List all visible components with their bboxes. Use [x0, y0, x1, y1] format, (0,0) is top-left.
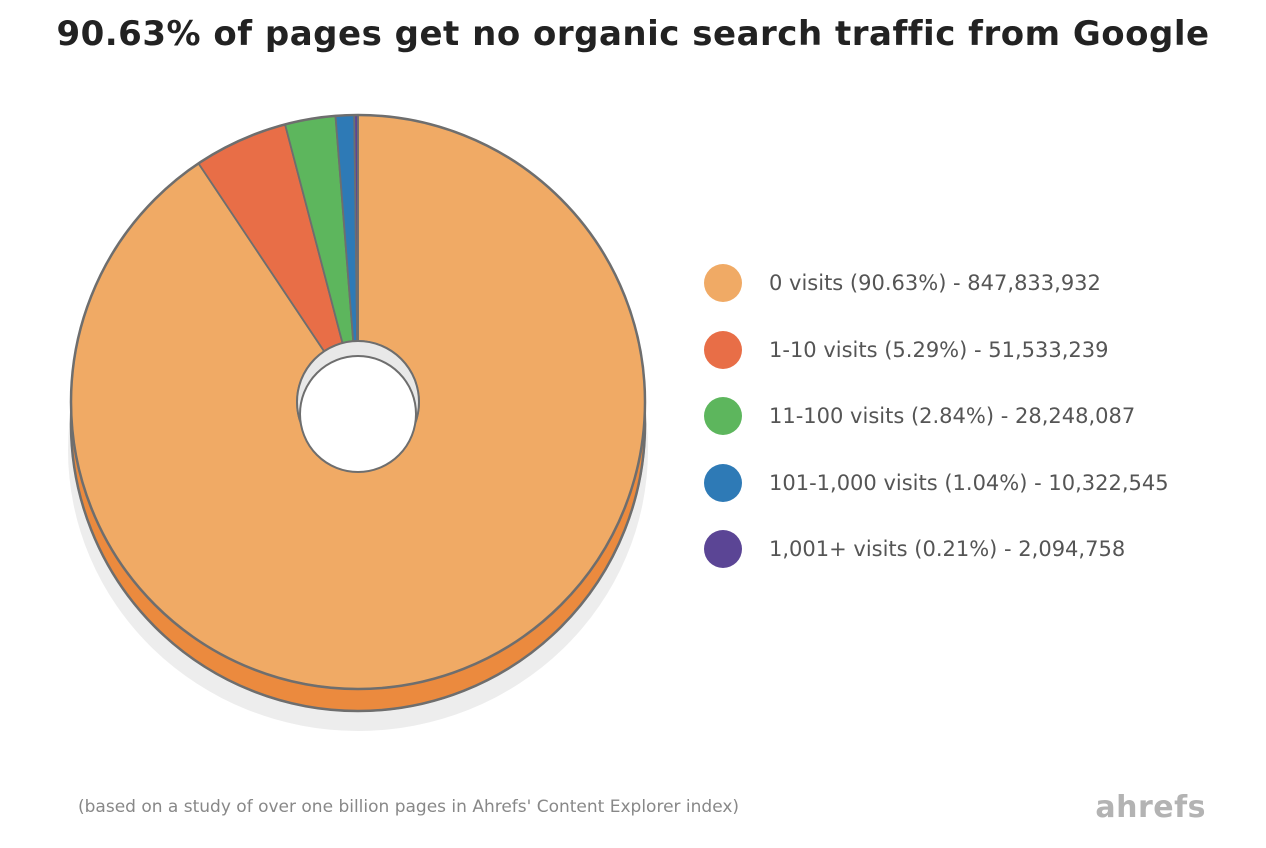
legend-swatch [704, 264, 742, 303]
legend: 0 visits (90.63%) - 847,833,932 1-10 visi… [704, 250, 1169, 583]
pie-hole [299, 355, 417, 473]
legend-item: 11-100 visits (2.84%) - 28,248,087 [704, 383, 1169, 450]
legend-item: 1,001+ visits (0.21%) - 2,094,758 [704, 516, 1169, 583]
brand-logo: ahrefs [1095, 790, 1206, 825]
pie-top-outline [69, 113, 647, 691]
legend-item: 1-10 visits (5.29%) - 51,533,239 [704, 317, 1169, 384]
legend-label: 1,001+ visits (0.21%) - 2,094,758 [769, 537, 1126, 562]
legend-label: 0 visits (90.63%) - 847,833,932 [769, 271, 1101, 296]
legend-swatch [704, 397, 742, 436]
legend-swatch [704, 463, 742, 502]
legend-swatch [704, 330, 742, 369]
footnote: (based on a study of over one billion pa… [78, 797, 740, 817]
legend-item: 101-1,000 visits (1.04%) - 10,322,545 [704, 450, 1169, 517]
legend-item: 0 visits (90.63%) - 847,833,932 [704, 250, 1169, 317]
chart-title: 90.63% of pages get no organic search tr… [56, 14, 1210, 54]
legend-swatch [704, 530, 742, 569]
legend-label: 101-1,000 visits (1.04%) - 10,322,545 [769, 470, 1169, 495]
legend-label: 1-10 visits (5.29%) - 51,533,239 [769, 337, 1109, 362]
legend-label: 11-100 visits (2.84%) - 28,248,087 [769, 404, 1136, 429]
